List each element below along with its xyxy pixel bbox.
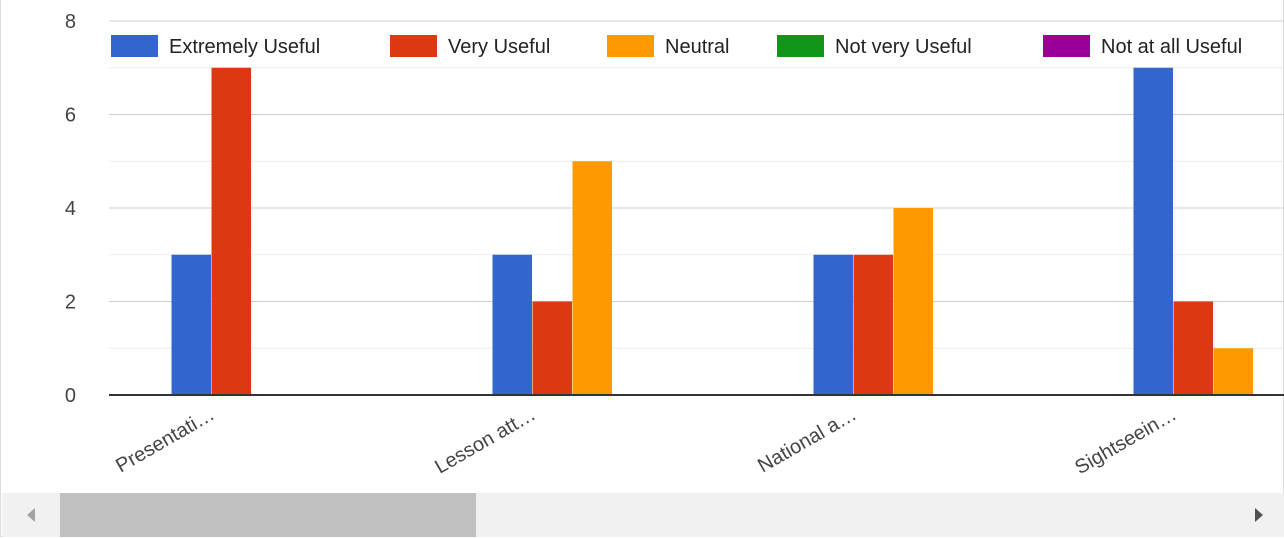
bar	[532, 301, 572, 395]
x-tick-label: Lesson att…	[431, 403, 539, 478]
arrow-left-icon	[27, 508, 35, 522]
bar	[1133, 67, 1173, 395]
bar	[211, 67, 251, 395]
scrollbar-thumb[interactable]	[60, 493, 476, 537]
bar	[853, 254, 893, 395]
legend-swatch	[1043, 35, 1090, 57]
bar	[813, 254, 853, 395]
legend-label: Extremely Useful	[169, 36, 320, 58]
bar	[1173, 301, 1213, 395]
bar	[492, 254, 532, 395]
y-tick-label: 8	[65, 11, 76, 33]
legend-label: Very Useful	[448, 36, 550, 58]
legend-label: Not at all Useful	[1101, 36, 1242, 58]
bar	[572, 161, 612, 395]
scroll-right-button[interactable]	[1234, 493, 1284, 537]
y-tick-label: 0	[65, 385, 76, 407]
y-tick-label: 6	[65, 105, 76, 127]
y-tick-label: 4	[65, 198, 76, 220]
horizontal-scrollbar[interactable]	[2, 493, 1284, 537]
bar-chart: 0 2 4 6 8 Presentati… Lesson att… National a… Si…	[65, 11, 1284, 479]
bar	[893, 208, 933, 395]
y-tick-label: 2	[65, 292, 76, 314]
x-tick-label: Sightseein…	[1071, 403, 1180, 479]
bar	[171, 254, 211, 395]
legend-swatch	[607, 35, 654, 57]
legend-swatch	[777, 35, 824, 57]
x-tick-label: Presentati…	[112, 403, 218, 477]
legend-label: Neutral	[665, 36, 729, 58]
x-tick-label: National a…	[754, 403, 860, 477]
legend-label: Not very Useful	[835, 36, 972, 58]
arrow-right-icon	[1255, 508, 1263, 522]
legend-swatch	[390, 35, 437, 57]
bar	[1213, 348, 1253, 395]
scroll-left-button[interactable]	[2, 493, 60, 537]
legend-swatch	[111, 35, 158, 57]
